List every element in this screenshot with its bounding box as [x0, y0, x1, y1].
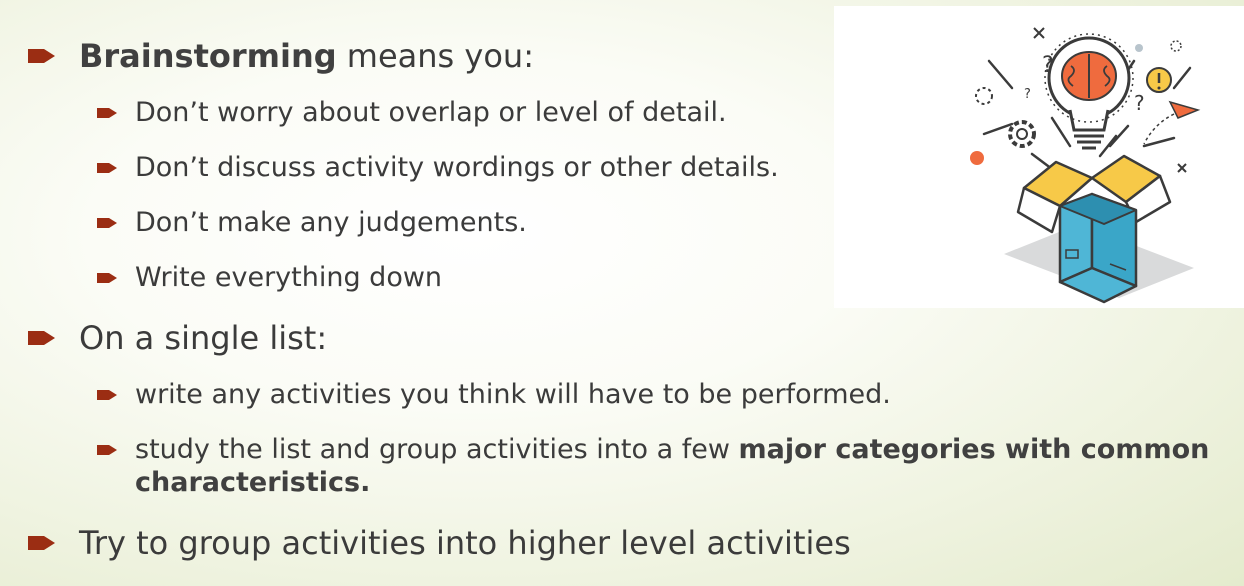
arrow-bullet-icon — [97, 108, 117, 118]
brain-icon — [1061, 51, 1117, 101]
arrow-bullet-icon — [97, 445, 117, 455]
arrow-bullet-icon — [28, 49, 55, 63]
sub-bullet-wordings: Don’t discuss activity wordings or other… — [97, 151, 779, 184]
bullet-text: Brainstorming means you: — [79, 37, 534, 75]
bullet-single-list: On a single list: — [28, 319, 327, 357]
bullet-text: Don’t make any judgements. — [135, 207, 527, 238]
bullet-text: study the list and group activities into… — [135, 433, 1217, 499]
svg-text:?: ? — [1024, 87, 1031, 102]
sub-bullet-write-activities: write any activities you think will have… — [97, 378, 891, 411]
svg-text:?: ? — [1042, 53, 1054, 78]
bold-term: Brainstorming — [79, 37, 337, 75]
lightbulb-brain-box-illustration-icon: ? ? ? — [970, 27, 1201, 304]
bold-phrase: major categories with common characteris… — [135, 434, 1210, 498]
bullet-text: Try to group activities into higher leve… — [79, 524, 851, 562]
bullet-pre: study the list and group activities into… — [135, 434, 739, 465]
illustration-panel: ? ? ? — [834, 6, 1244, 308]
bullet-brainstorming: Brainstorming means you: — [28, 37, 534, 75]
sub-bullet-overlap: Don’t worry about overlap or level of de… — [97, 96, 727, 129]
svg-text:?: ? — [1134, 91, 1145, 115]
bullet-text: write any activities you think will have… — [135, 379, 891, 410]
sub-bullet-write-down: Write everything down — [97, 261, 442, 294]
bullet-rest: means you: — [336, 37, 534, 75]
arrow-bullet-icon — [97, 390, 117, 400]
gear-icon — [1008, 120, 1036, 148]
bullet-text: On a single list: — [79, 319, 328, 357]
sub-bullet-judgements: Don’t make any judgements. — [97, 206, 527, 239]
arrow-bullet-icon — [28, 536, 55, 550]
arrow-bullet-icon — [97, 273, 117, 283]
bullet-text: Write everything down — [135, 262, 443, 293]
bullet-text: Don’t worry about overlap or level of de… — [135, 97, 727, 128]
arrow-bullet-icon — [97, 163, 117, 173]
arrow-bullet-icon — [97, 218, 117, 228]
bullet-text: Don’t discuss activity wordings or other… — [135, 152, 779, 183]
arrow-bullet-icon — [28, 331, 55, 345]
sub-bullet-study-list: study the list and group activities into… — [97, 433, 1217, 499]
bullet-group-higher: Try to group activities into higher leve… — [28, 524, 851, 562]
